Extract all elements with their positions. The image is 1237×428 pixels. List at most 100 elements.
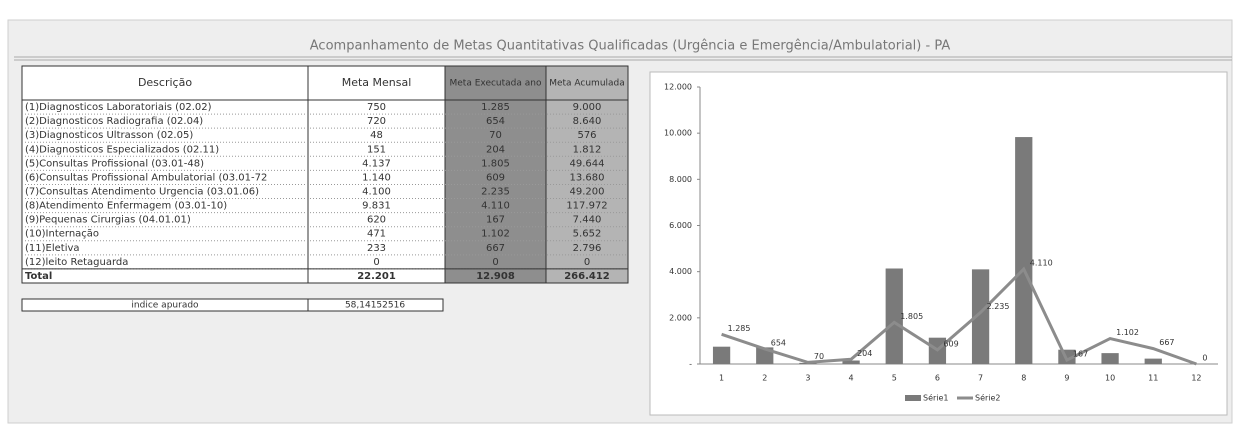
bar (712, 346, 731, 364)
data-label: 1.102 (1116, 328, 1139, 337)
cell: (5)Consultas Profissional (03.01-48) (25, 158, 204, 169)
x-tick-label: 7 (978, 374, 983, 383)
x-tick-label: 11 (1148, 374, 1158, 383)
cell: 0 (373, 257, 379, 268)
cell: 167 (486, 215, 505, 226)
cell: 117.972 (566, 201, 607, 212)
cell: (3)Diagnosticos Ultrasson (02.05) (25, 130, 193, 141)
x-tick-label: 8 (1021, 374, 1026, 383)
header-cell: Meta Executada ano (450, 79, 542, 89)
data-label: 70 (814, 352, 824, 361)
cell: 1.285 (481, 102, 510, 113)
line (721, 266, 1197, 366)
x-tick-label: 3 (805, 374, 810, 383)
data-label: 167 (1073, 350, 1088, 359)
y-tick-label: 6.000 (669, 221, 692, 230)
index-value: 58,14152516 (345, 301, 405, 311)
header-cell: Meta Acumulada (549, 79, 625, 89)
cell: 8.640 (573, 116, 602, 127)
x-tick-label: 10 (1105, 374, 1115, 383)
cell: 720 (367, 116, 386, 127)
y-tick-label: 8.000 (669, 175, 692, 184)
index-box (21, 298, 444, 312)
cell: (12)leito Retaguarda (25, 257, 128, 268)
cell: 1.812 (573, 144, 602, 155)
cell: Total (25, 271, 52, 282)
cell: 667 (486, 243, 505, 254)
x-tick-label: 2 (762, 374, 767, 383)
cell: 654 (486, 116, 505, 127)
cell: 1.805 (481, 158, 510, 169)
column-bg (307, 65, 446, 284)
x-tick-label: 1 (719, 374, 724, 383)
cell: 1.140 (362, 172, 391, 183)
x-tick-label: 9 (1064, 374, 1069, 383)
cell: 4.110 (481, 201, 510, 212)
data-label: 609 (943, 339, 958, 348)
cell: 9.831 (362, 201, 391, 212)
cell: 4.137 (362, 158, 391, 169)
cell: 0 (492, 257, 498, 268)
cell: 7.440 (573, 215, 602, 226)
cell: 1.102 (481, 229, 510, 240)
cell: 70 (489, 130, 502, 141)
cell: 4.100 (362, 187, 391, 198)
cell: 2.796 (573, 243, 602, 254)
cell: 22.201 (357, 271, 396, 282)
x-tick-label: 5 (892, 374, 897, 383)
legend-label: Série1 (923, 393, 949, 403)
cell: (2)Diagnosticos Radiografia (02.04) (25, 116, 203, 127)
cell: (4)Diagnosticos Especializados (02.11) (25, 144, 219, 155)
y-tick-label: 10.000 (664, 129, 692, 138)
cell: 12.908 (476, 271, 515, 282)
y-tick-label: 12.000 (664, 83, 692, 92)
bar (971, 269, 990, 364)
cell: 0 (584, 257, 590, 268)
x-tick-label: 6 (935, 374, 940, 383)
bar (1101, 353, 1119, 364)
title: Acompanhamento de Metas Quantitativas Qu… (310, 39, 951, 54)
cell: (8)Atendimento Enfermagem (03.01-10) (25, 201, 227, 212)
bar (1144, 358, 1162, 364)
data-label: 1.285 (728, 324, 751, 333)
bar (885, 268, 903, 364)
data-label: 0 (1202, 354, 1207, 363)
cell: (11)Eletiva (25, 243, 80, 254)
bar (842, 360, 860, 364)
header-cell: Meta Mensal (342, 76, 412, 89)
cell: (1)Diagnosticos Laboratoriais (02.02) (25, 102, 212, 113)
data-label: 667 (1159, 338, 1174, 347)
data-label: 4.110 (1030, 259, 1053, 268)
data-label: 654 (771, 338, 786, 347)
bar (1015, 137, 1033, 364)
cell: (7)Consultas Atendimento Urgencia (03.01… (25, 187, 259, 198)
cell: 609 (486, 172, 505, 183)
cell: 49.644 (570, 158, 605, 169)
cell: 2.235 (481, 187, 510, 198)
cell: (10)Internação (25, 229, 99, 240)
legend-label: Série2 (975, 393, 1001, 403)
cell: 471 (367, 229, 386, 240)
cell: 5.652 (573, 229, 602, 240)
header-cell: Descrição (138, 76, 192, 89)
cell: 49.200 (570, 187, 605, 198)
y-tick-label: - (689, 360, 692, 369)
cell: 576 (577, 130, 596, 141)
cell: 204 (486, 144, 505, 155)
data-label: 204 (857, 349, 872, 358)
x-tick-label: 12 (1191, 374, 1201, 383)
cell: 13.680 (570, 172, 605, 183)
column-bg (545, 65, 629, 284)
cell: 48 (370, 130, 383, 141)
cell: (9)Pequenas Cirurgias (04.01.01) (25, 215, 191, 226)
cell: 9.000 (573, 102, 602, 113)
cell: (6)Consultas Profissional Ambulatorial (… (25, 172, 267, 183)
y-tick-label: 2.000 (669, 313, 692, 322)
cell: 620 (367, 215, 386, 226)
y-tick-label: 4.000 (669, 267, 692, 276)
cell: 151 (367, 144, 386, 155)
index-label: indice apurado (131, 301, 199, 311)
cell: 233 (367, 243, 386, 254)
x-tick-label: 4 (849, 374, 854, 383)
